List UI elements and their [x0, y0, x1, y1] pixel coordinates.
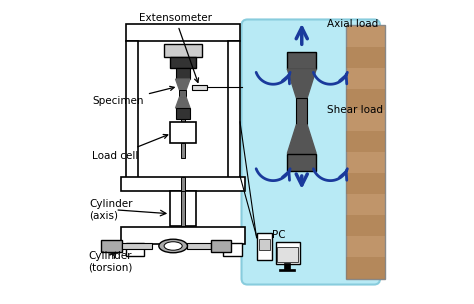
Bar [170, 191, 196, 226]
Bar [259, 239, 270, 250]
Bar [275, 242, 300, 264]
Bar [121, 177, 245, 191]
Text: Specimen: Specimen [92, 86, 174, 106]
Bar [170, 123, 196, 143]
Bar [346, 47, 385, 68]
Polygon shape [175, 79, 190, 90]
FancyBboxPatch shape [242, 19, 380, 285]
Text: Cylinder
(axis): Cylinder (axis) [90, 199, 133, 221]
Bar [280, 268, 294, 271]
Bar [181, 143, 184, 158]
Bar [121, 227, 245, 244]
Bar [180, 90, 186, 97]
Text: Shear load: Shear load [328, 105, 383, 115]
Text: Axial load: Axial load [328, 19, 379, 29]
Polygon shape [175, 97, 190, 108]
Bar [126, 40, 137, 188]
Bar [175, 108, 190, 119]
Bar [346, 173, 385, 194]
Bar [346, 89, 385, 110]
Text: Load cell: Load cell [92, 134, 168, 161]
Bar [192, 85, 208, 90]
Bar [122, 243, 152, 249]
Bar [175, 68, 190, 79]
Bar [257, 233, 272, 261]
Text: Extensometer: Extensometer [139, 13, 212, 82]
Bar [101, 240, 122, 252]
Bar [346, 26, 385, 278]
Polygon shape [287, 125, 316, 154]
Bar [211, 240, 231, 252]
Bar [126, 243, 144, 256]
Bar [284, 264, 290, 269]
Polygon shape [287, 69, 316, 98]
Bar [181, 191, 184, 226]
Bar [346, 215, 385, 236]
Bar [346, 257, 385, 278]
Bar [228, 40, 240, 188]
Bar [187, 243, 211, 249]
Bar [287, 154, 316, 171]
Bar [126, 24, 240, 40]
Ellipse shape [159, 239, 187, 253]
Text: Cylinder
(torsion): Cylinder (torsion) [88, 251, 132, 273]
Bar [181, 118, 184, 123]
Ellipse shape [164, 242, 182, 250]
Bar [287, 52, 316, 69]
Bar [296, 98, 307, 125]
Bar [170, 57, 196, 68]
Bar [277, 247, 298, 262]
Bar [223, 243, 242, 256]
Bar [181, 177, 184, 191]
Bar [164, 44, 202, 57]
Text: PC: PC [272, 230, 285, 240]
Bar [346, 131, 385, 152]
